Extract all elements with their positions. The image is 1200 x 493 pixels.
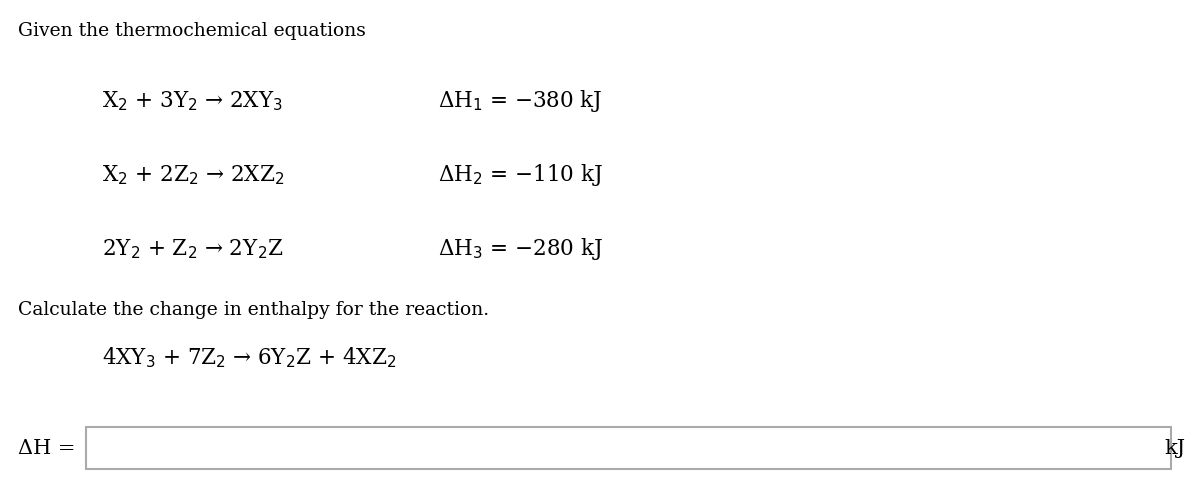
Text: ΔH$_2$ = −110 kJ: ΔH$_2$ = −110 kJ xyxy=(438,162,604,188)
Text: kJ: kJ xyxy=(1164,439,1186,458)
Text: X$_2$ + 2Z$_2$ → 2XZ$_2$: X$_2$ + 2Z$_2$ → 2XZ$_2$ xyxy=(102,163,284,187)
Text: ΔH$_1$ = −380 kJ: ΔH$_1$ = −380 kJ xyxy=(438,88,602,114)
Text: Calculate the change in enthalpy for the reaction.: Calculate the change in enthalpy for the… xyxy=(18,301,490,319)
Text: X$_2$ + 3Y$_2$ → 2XY$_3$: X$_2$ + 3Y$_2$ → 2XY$_3$ xyxy=(102,89,283,113)
Text: 4XY$_3$ + 7Z$_2$ → 6Y$_2$Z + 4XZ$_2$: 4XY$_3$ + 7Z$_2$ → 6Y$_2$Z + 4XZ$_2$ xyxy=(102,345,396,370)
Text: ΔH$_3$ = −280 kJ: ΔH$_3$ = −280 kJ xyxy=(438,236,604,262)
FancyBboxPatch shape xyxy=(86,427,1171,469)
Text: 2Y$_2$ + Z$_2$ → 2Y$_2$Z: 2Y$_2$ + Z$_2$ → 2Y$_2$Z xyxy=(102,237,283,261)
Text: Given the thermochemical equations: Given the thermochemical equations xyxy=(18,22,366,40)
Text: ΔH =: ΔH = xyxy=(18,439,76,458)
